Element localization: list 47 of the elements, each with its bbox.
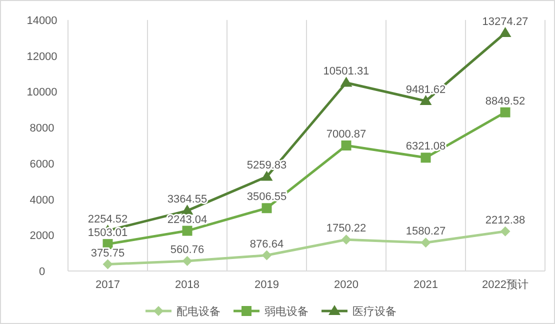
point	[341, 140, 352, 150]
point	[102, 259, 113, 270]
point	[262, 250, 272, 260]
point	[262, 203, 272, 214]
x-tick-label: 2017	[96, 279, 120, 291]
point	[500, 107, 510, 118]
y-tick-label: 8000	[30, 122, 54, 135]
legend-label: 弱电设备	[264, 305, 308, 318]
x-tick-label: 2022预计	[482, 278, 528, 291]
data-label: 375.75	[90, 247, 125, 260]
point	[182, 256, 192, 266]
legend-label: 医疗设备	[352, 305, 396, 318]
x-tick-label: 2020	[334, 279, 358, 291]
point	[260, 170, 273, 181]
data-label: 2243.04	[167, 214, 208, 226]
data-label: 8849.52	[485, 95, 526, 108]
y-tick-label: 2000	[30, 230, 54, 242]
data-label: 13274.27	[482, 16, 528, 28]
point	[340, 76, 352, 87]
data-label: 1503.01	[88, 227, 128, 240]
y-tick-label: 14000	[26, 15, 58, 27]
point	[420, 95, 432, 106]
point	[182, 226, 192, 236]
x-tick-label: 2019	[254, 279, 279, 291]
data-label: 2254.52	[88, 214, 128, 226]
point	[420, 238, 431, 248]
y-tick-label: 0	[38, 266, 46, 278]
y-tick-label: 6000	[30, 158, 54, 170]
data-label: 10501.31	[323, 66, 370, 78]
data-label: 2212.38	[485, 214, 526, 226]
data-label: 3364.55	[167, 194, 208, 206]
point	[500, 226, 510, 236]
data-label: 876.64	[250, 238, 284, 250]
data-label: 1580.27	[406, 226, 446, 238]
x-tick-label: 2021	[414, 279, 438, 291]
y-tick-label: 4000	[30, 194, 54, 206]
data-label: 7000.87	[326, 128, 366, 140]
y-tick-label: 12000	[26, 50, 58, 63]
x-tick-label: 2018	[175, 279, 200, 291]
y-tick-label: 10000	[26, 86, 58, 99]
point	[499, 27, 512, 38]
data-label: 1750.22	[326, 222, 366, 235]
point	[341, 234, 352, 245]
data-label: 6321.08	[406, 140, 446, 153]
data-label: 560.76	[170, 244, 204, 256]
point	[420, 152, 431, 163]
legend-label: 配电设备	[176, 305, 220, 318]
